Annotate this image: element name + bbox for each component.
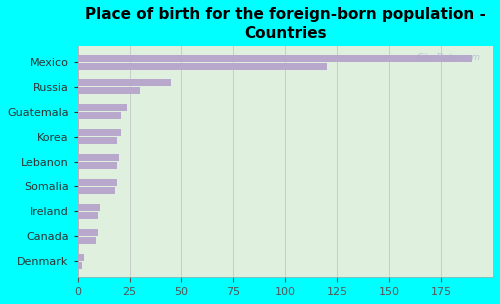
Bar [78,88,140,95]
Text: City-Data.com: City-Data.com [416,53,480,62]
Bar [78,212,98,219]
Bar [78,187,115,194]
Bar [78,229,98,236]
Bar [78,237,96,244]
Bar [78,112,121,119]
Bar [78,79,171,86]
Bar [78,262,82,269]
Bar [78,55,472,61]
Bar [78,129,121,136]
Bar [78,63,327,70]
Bar [78,162,117,169]
Bar [78,254,84,261]
Bar [78,104,128,111]
Bar [78,137,117,144]
Bar [78,154,119,161]
Bar [78,204,100,211]
Title: Place of birth for the foreign-born population -
Countries: Place of birth for the foreign-born popu… [85,7,486,40]
Bar [78,179,117,186]
